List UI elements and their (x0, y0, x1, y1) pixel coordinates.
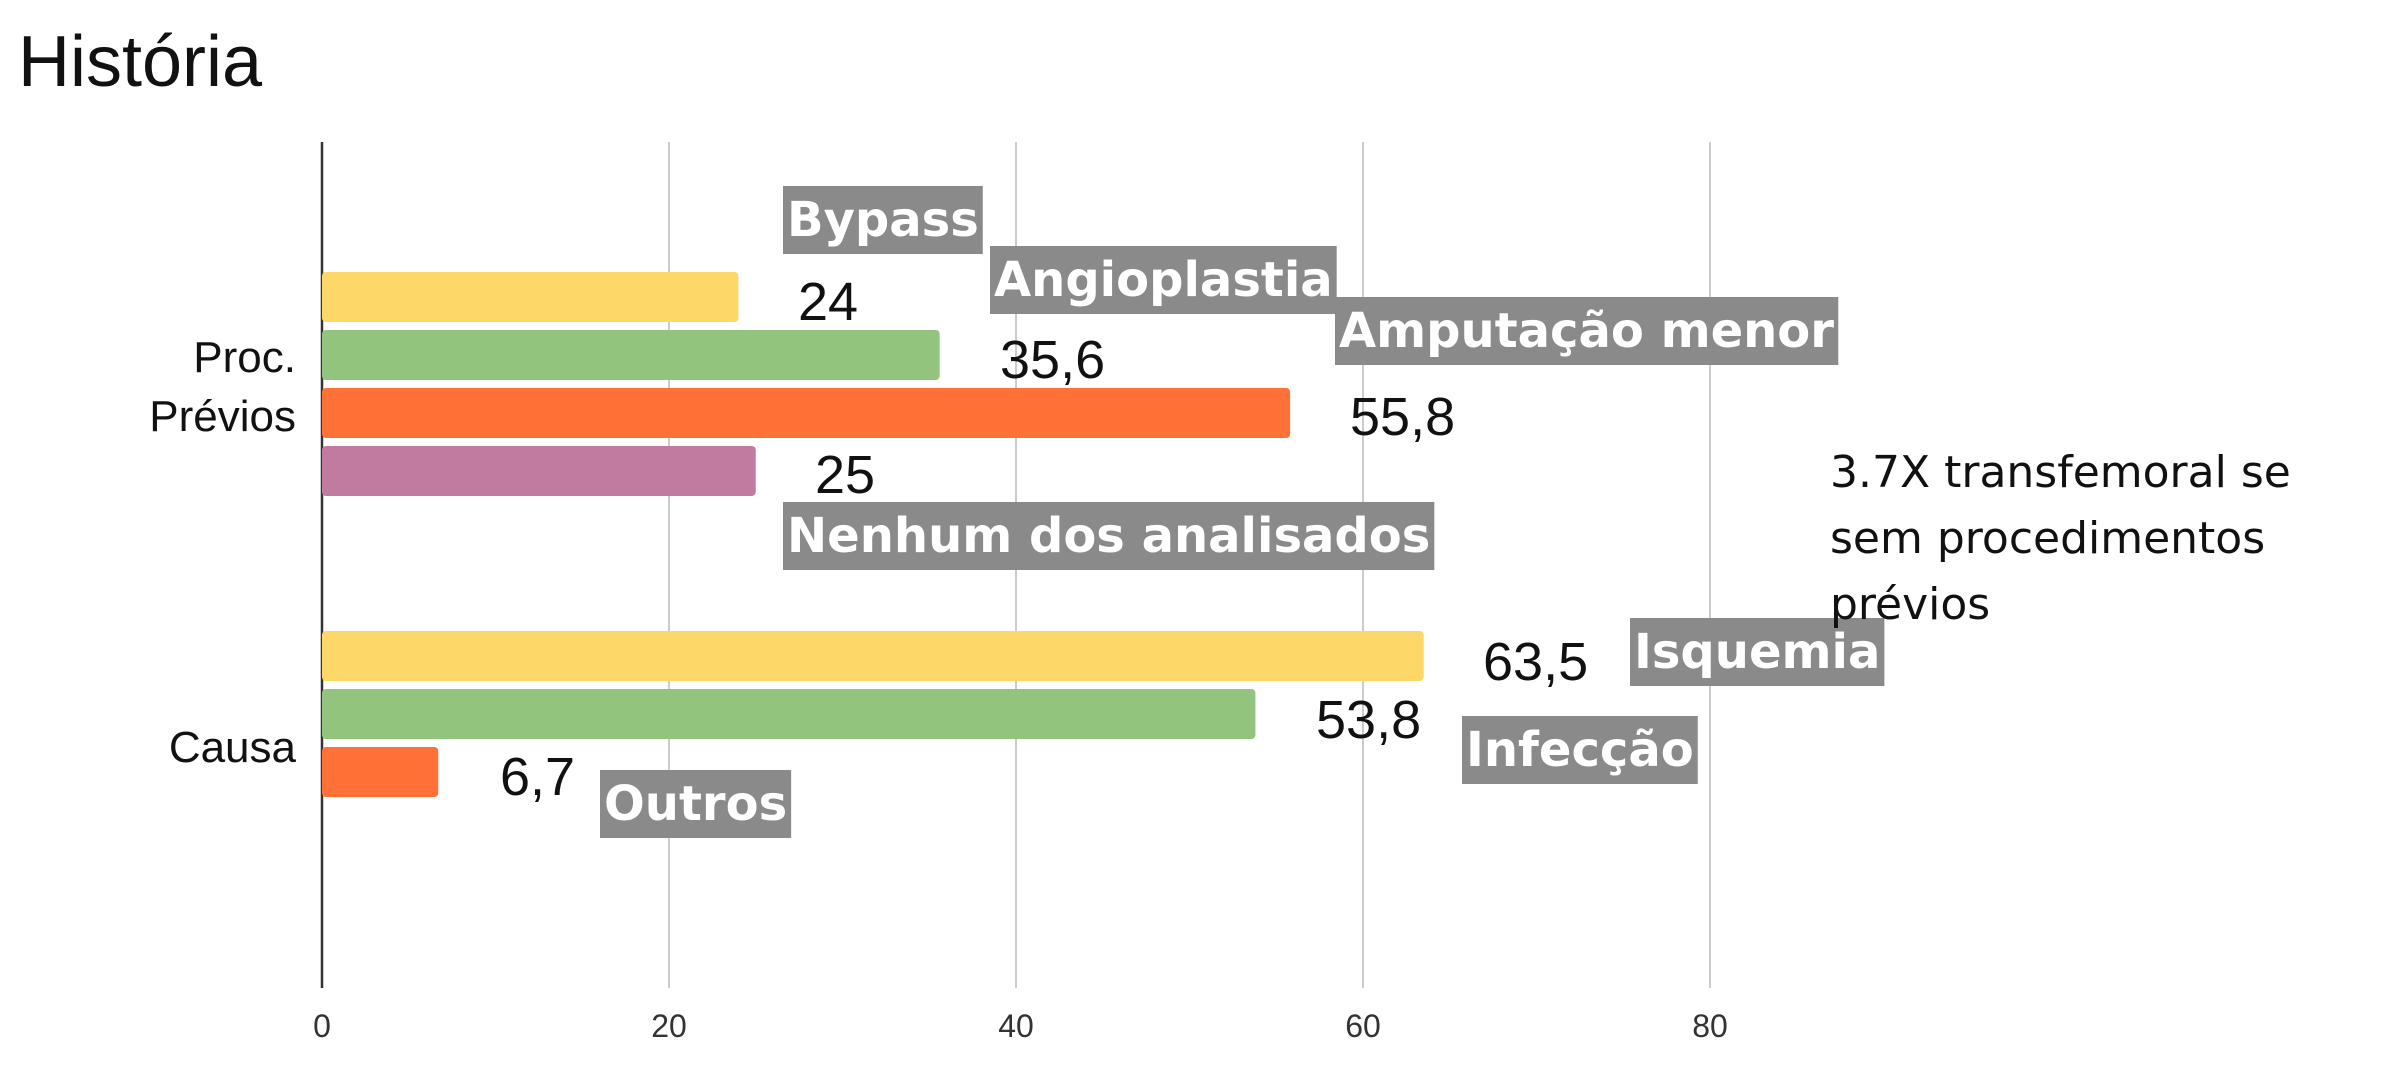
category-tag-box (1462, 716, 1698, 784)
category-tag: Outros (600, 770, 792, 838)
bar (322, 747, 439, 797)
category-tag: Bypass (783, 186, 983, 254)
category-tag-label: Bypass (787, 192, 979, 248)
category-tag-box (783, 186, 983, 254)
category-tag: Infecção (1462, 716, 1698, 784)
bar (322, 388, 1291, 438)
category-tag: Nenhum dos analisados (783, 502, 1435, 570)
bar (322, 446, 756, 496)
bar (322, 330, 940, 380)
category-tag-box (1335, 297, 1839, 365)
category-tag: Angioplastia (990, 246, 1337, 314)
category-tag-label: Amputação menor (1339, 303, 1834, 359)
group-label: Causa (169, 723, 297, 772)
data-label: 6,7 (500, 747, 575, 807)
x-tick-label: 60 (1345, 1008, 1381, 1044)
category-tag-box (1630, 618, 1885, 686)
x-tick-label: 40 (998, 1008, 1034, 1044)
group-label: Proc. (193, 333, 296, 382)
x-tick-label: 80 (1692, 1008, 1728, 1044)
data-label: 63,5 (1483, 632, 1588, 692)
category-tag-label: Isquemia (1634, 624, 1880, 680)
category-tag-label: Outros (604, 776, 787, 832)
data-label: 55,8 (1350, 387, 1455, 447)
category-tag-box (990, 246, 1337, 314)
category-tag-label: Infecção (1466, 722, 1694, 778)
data-label: 53,8 (1316, 690, 1421, 750)
page-title: História (18, 22, 263, 102)
bar (322, 631, 1424, 681)
category-tag-label: Angioplastia (994, 252, 1333, 308)
bar (322, 689, 1256, 739)
category-tag-box (783, 502, 1435, 570)
category-tag-label: Nenhum dos analisados (787, 508, 1430, 564)
x-tick-label: 0 (313, 1008, 331, 1044)
category-tag: Amputação menor (1335, 297, 1839, 365)
data-label: 35,6 (1000, 330, 1105, 390)
data-label: 25 (815, 445, 875, 505)
group-label: Prévios (149, 392, 296, 441)
bar (322, 272, 739, 322)
category-tag: Isquemia (1630, 618, 1885, 686)
category-tag-box (600, 770, 792, 838)
data-label: 24 (798, 272, 858, 332)
x-tick-label: 20 (651, 1008, 687, 1044)
annotation-note: 3.7X transfemoral se sem procedimentos p… (1830, 447, 2291, 630)
